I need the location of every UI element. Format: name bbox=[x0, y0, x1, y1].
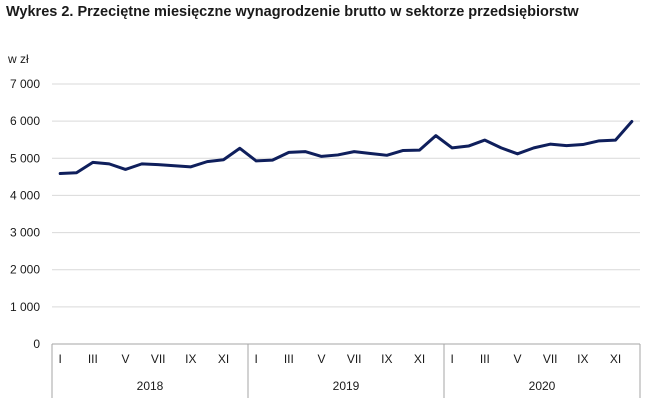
series-line bbox=[58, 120, 634, 176]
x-tick-label: XI bbox=[218, 352, 229, 366]
x-tick-label: XI bbox=[610, 352, 621, 366]
x-tick-label: VII bbox=[151, 352, 166, 366]
x-tick-label: I bbox=[254, 352, 257, 366]
y-axis-unit-label: w zł bbox=[8, 52, 29, 66]
x-tick-label: III bbox=[284, 352, 294, 366]
y-tick-label: 3 000 bbox=[10, 226, 40, 240]
x-tick-label: V bbox=[121, 352, 129, 366]
x-tick-label: I bbox=[450, 352, 453, 366]
x-tick-label: XI bbox=[414, 352, 425, 366]
y-tick-label: 4 000 bbox=[10, 188, 40, 202]
x-tick-label: VII bbox=[347, 352, 362, 366]
x-tick-label: IX bbox=[577, 352, 588, 366]
x-tick-label: III bbox=[88, 352, 98, 366]
y-tick-label: 6 000 bbox=[10, 114, 40, 128]
y-tick-label: 7 000 bbox=[10, 77, 40, 91]
x-tick-label: V bbox=[513, 352, 521, 366]
y-tick-label: 2 000 bbox=[10, 263, 40, 277]
x-year-label: 2020 bbox=[529, 379, 556, 393]
x-tick-label: I bbox=[58, 352, 61, 366]
y-tick-label: 1 000 bbox=[10, 300, 40, 314]
x-tick-label: IX bbox=[381, 352, 392, 366]
x-tick-label: V bbox=[317, 352, 325, 366]
y-tick-label: 5 000 bbox=[10, 151, 40, 165]
chart-title: Wykres 2. Przeciętne miesięczne wynagrod… bbox=[6, 4, 579, 20]
x-year-label: 2018 bbox=[137, 379, 164, 393]
x-year-label: 2019 bbox=[333, 379, 360, 393]
y-tick-label: 0 bbox=[33, 337, 40, 351]
x-tick-label: VII bbox=[543, 352, 558, 366]
x-tick-label: IX bbox=[185, 352, 196, 366]
x-tick-label: III bbox=[480, 352, 490, 366]
